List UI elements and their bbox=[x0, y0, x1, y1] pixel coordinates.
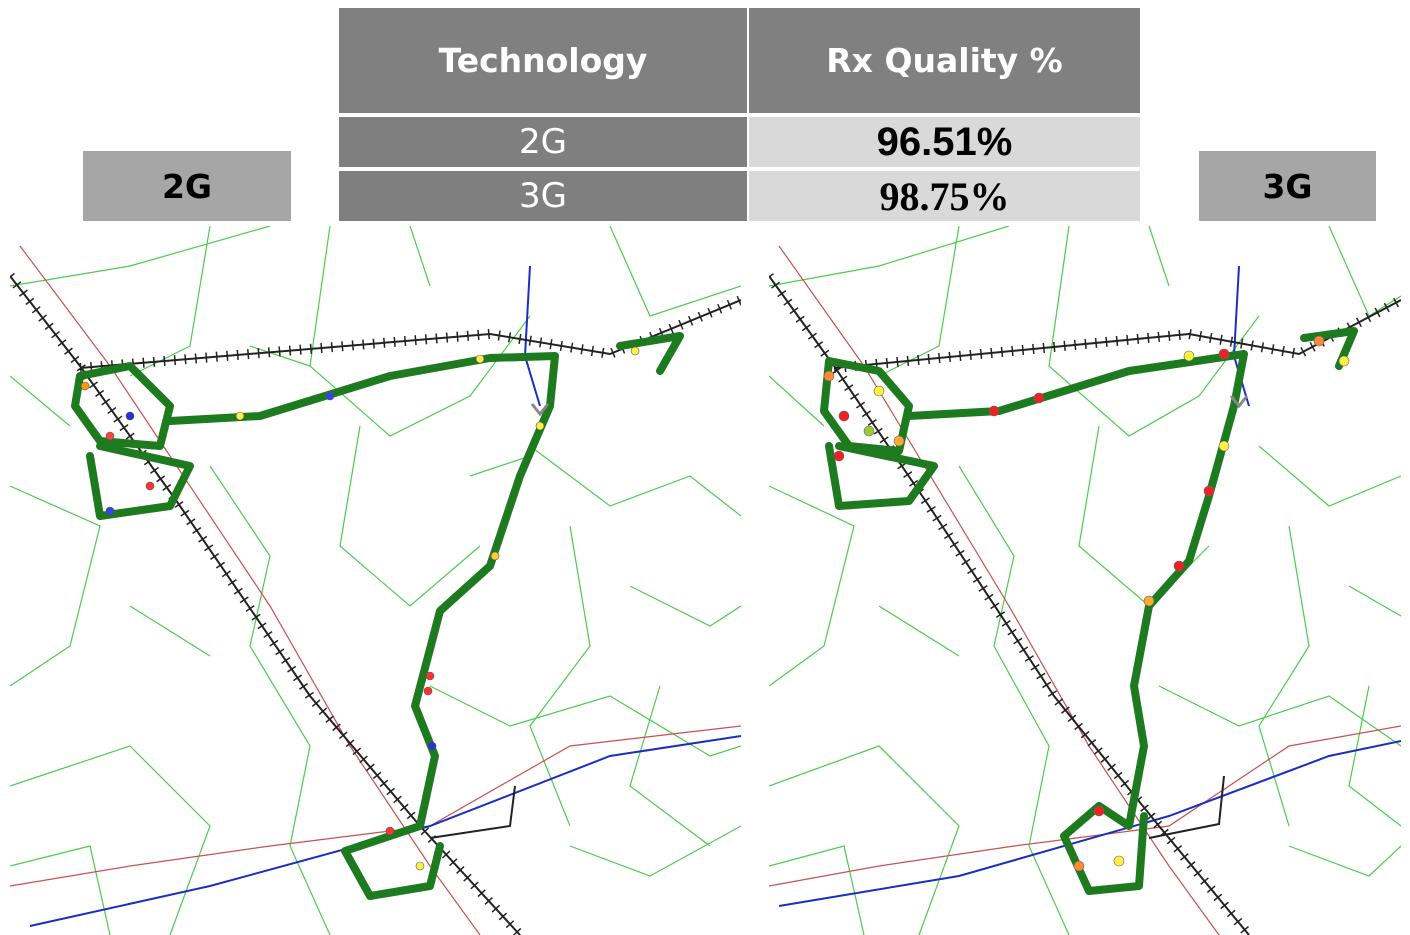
roads bbox=[769, 226, 1401, 935]
map-2g bbox=[10, 226, 741, 935]
roads bbox=[10, 226, 741, 935]
table-cell: 98.75% bbox=[749, 171, 1140, 221]
route-samples bbox=[80, 346, 640, 871]
railway bbox=[10, 275, 741, 935]
position-marker bbox=[530, 403, 550, 417]
railway-ties bbox=[769, 273, 1401, 935]
map-3g bbox=[769, 226, 1401, 935]
drive-route bbox=[820, 327, 1358, 895]
table-header: Rx Quality % bbox=[749, 8, 1140, 113]
drive-route bbox=[71, 332, 684, 900]
route-samples bbox=[823, 335, 1350, 872]
position-marker bbox=[1229, 395, 1249, 409]
table-cell: 2G bbox=[339, 117, 747, 167]
map-label: 3G bbox=[1199, 151, 1376, 221]
table-cell: 96.51% bbox=[749, 117, 1140, 167]
table-cell: 3G bbox=[339, 171, 747, 221]
railway-ties bbox=[10, 272, 741, 935]
table-header: Technology bbox=[339, 8, 747, 113]
map-label: 2G bbox=[83, 151, 291, 221]
railway bbox=[769, 275, 1401, 935]
